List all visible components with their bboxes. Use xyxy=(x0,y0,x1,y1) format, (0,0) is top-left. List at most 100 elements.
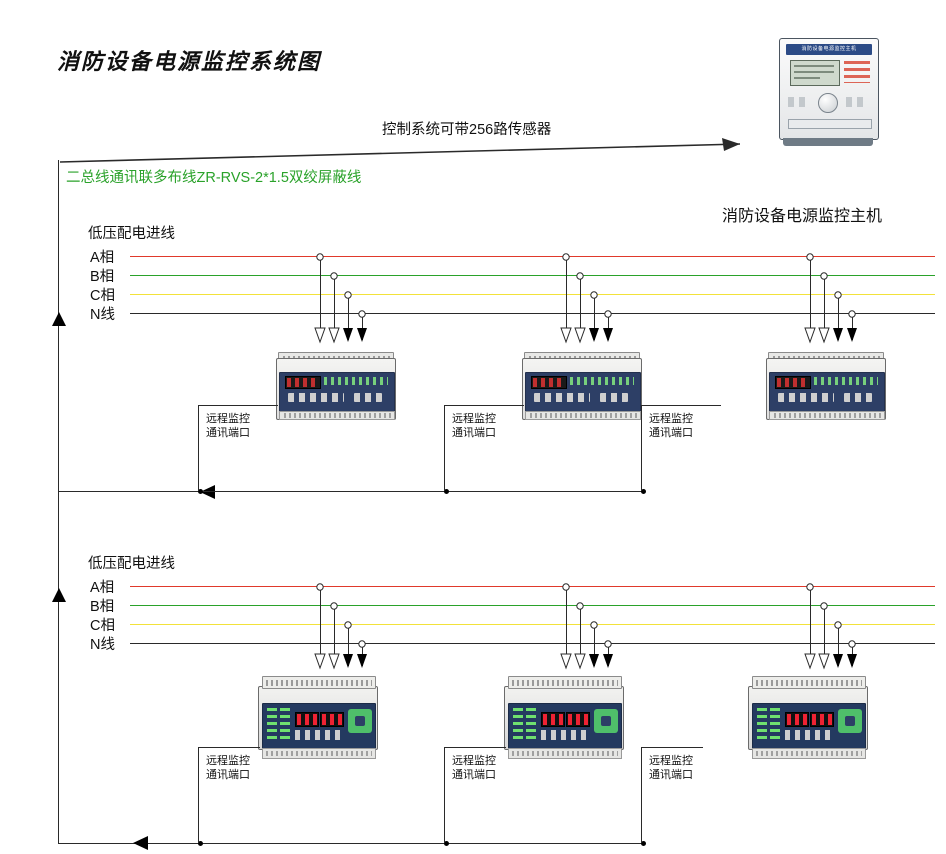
device-button-row[interactable] xyxy=(785,730,833,740)
device-top-terminal-strip xyxy=(262,676,376,689)
host-cabinet: 消防设备电源监控主机 xyxy=(779,38,879,140)
port-label-line1: 远程监控 xyxy=(452,755,496,767)
tap-line-b xyxy=(824,605,825,666)
section-2-phase-a-line xyxy=(130,586,935,587)
host-base xyxy=(783,138,873,146)
device-terminal-teeth xyxy=(512,680,618,686)
host-button-row-right xyxy=(846,97,868,107)
host-header-bar: 消防设备电源监控主机 xyxy=(786,44,872,55)
section-2-incoming-label: 低压配电进线 xyxy=(88,556,175,572)
device-button-row[interactable] xyxy=(778,393,834,402)
device-button-row[interactable] xyxy=(295,730,343,740)
tap-line-b xyxy=(334,605,335,666)
port-label-line2: 通讯端口 xyxy=(649,769,693,781)
device-comms-link xyxy=(198,747,260,748)
node-dot xyxy=(641,489,646,494)
device-front-panel xyxy=(262,703,376,749)
tap-arrow-group xyxy=(560,583,613,670)
device-terminal-teeth xyxy=(512,751,618,756)
device-indicator-lamps xyxy=(814,377,878,385)
tap-line-c xyxy=(348,624,349,666)
device-terminal-teeth xyxy=(774,413,884,418)
device-comms-drop xyxy=(641,405,642,491)
device-button-row-secondary[interactable] xyxy=(354,393,382,402)
device-comms-drop xyxy=(444,405,445,491)
host-knob xyxy=(818,93,838,113)
device-body xyxy=(766,358,886,420)
device-front-panel xyxy=(279,372,395,412)
device-led-display-1 xyxy=(295,712,319,727)
device-button-row-secondary[interactable] xyxy=(844,393,872,402)
device-terminal-teeth xyxy=(756,680,862,686)
device-front-panel xyxy=(525,372,641,412)
host-caption: 消防设备电源监控主机 xyxy=(722,208,883,225)
device-comms-drop xyxy=(198,405,199,491)
device-button-row-secondary[interactable] xyxy=(600,393,628,402)
port-label: 远程监控 通讯端口 xyxy=(649,754,693,782)
device-led-digits xyxy=(533,378,565,387)
tap-line-a xyxy=(810,256,811,340)
page-title: 消防设备电源监控系统图 xyxy=(57,49,322,74)
device-body xyxy=(258,686,378,759)
bus-up-arrow-icon xyxy=(52,588,66,602)
device-led-display-1 xyxy=(541,712,565,727)
device-navigation-keypad[interactable] xyxy=(348,709,372,733)
host-indicator-leds xyxy=(844,61,870,83)
device-comms-link xyxy=(444,747,506,748)
section-2-phase-b-label: B相 xyxy=(90,599,115,615)
device-comms-link xyxy=(641,747,703,748)
device-led-display-2 xyxy=(810,712,834,727)
power-monitor-device xyxy=(748,676,868,759)
tap-arrow-group xyxy=(314,253,367,344)
host-header-text: 消防设备电源监控主机 xyxy=(801,46,857,52)
device-navigation-keypad[interactable] xyxy=(838,709,862,733)
power-monitor-device xyxy=(258,676,378,759)
device-navigation-keypad[interactable] xyxy=(594,709,618,733)
device-indicator-column-right xyxy=(280,708,290,742)
device-button-row[interactable] xyxy=(534,393,590,402)
port-label-line1: 远程监控 xyxy=(649,755,693,767)
port-label-line2: 通讯端口 xyxy=(206,427,250,439)
device-led-display xyxy=(285,376,321,389)
device-terminal-teeth xyxy=(530,413,640,418)
tap-line-c xyxy=(594,294,595,340)
port-label-line1: 远程监控 xyxy=(206,413,250,425)
section-1-phase-a-label: A相 xyxy=(90,250,115,266)
device-button-row[interactable] xyxy=(541,730,589,740)
tap-line-n xyxy=(362,313,363,340)
tap-arrow-group xyxy=(804,253,857,344)
device-led-digits xyxy=(287,378,319,387)
section-1-phase-c-line xyxy=(130,294,935,295)
device-bottom-terminal-strip xyxy=(769,411,885,420)
tap-line-b xyxy=(580,605,581,666)
node-dot xyxy=(198,841,203,846)
section-2-phase-b-line xyxy=(130,605,935,606)
device-indicator-lamps xyxy=(570,377,634,385)
device-button-row[interactable] xyxy=(288,393,344,402)
device-bottom-terminal-strip xyxy=(262,748,376,759)
bus-left-arrow-icon xyxy=(200,485,215,499)
device-comms-drop xyxy=(444,747,445,843)
device-indicator-column-left xyxy=(267,708,277,742)
device-comms-link xyxy=(641,405,721,406)
tap-line-c xyxy=(348,294,349,340)
host-printer-slot xyxy=(788,119,872,129)
device-led-display-2 xyxy=(320,712,344,727)
port-label: 远程监控 通讯端口 xyxy=(452,412,496,440)
node-dot xyxy=(444,841,449,846)
host-lcd-line xyxy=(794,71,834,73)
section-1-phase-n-label: N线 xyxy=(90,307,115,323)
tap-line-a xyxy=(566,586,567,666)
device-indicator-column-left xyxy=(513,708,523,742)
device-led-display xyxy=(531,376,567,389)
tap-arrow-group xyxy=(804,583,857,670)
device-front-panel xyxy=(752,703,866,749)
device-terminal-teeth xyxy=(266,680,372,686)
tap-line-b xyxy=(334,275,335,340)
tap-line-a xyxy=(320,256,321,340)
monitoring-host-device: 消防设备电源监控主机 xyxy=(779,38,879,148)
port-label-line2: 通讯端口 xyxy=(452,427,496,439)
bus-up-arrow-icon xyxy=(52,312,66,326)
port-label-line2: 通讯端口 xyxy=(206,769,250,781)
tap-line-n xyxy=(608,313,609,340)
